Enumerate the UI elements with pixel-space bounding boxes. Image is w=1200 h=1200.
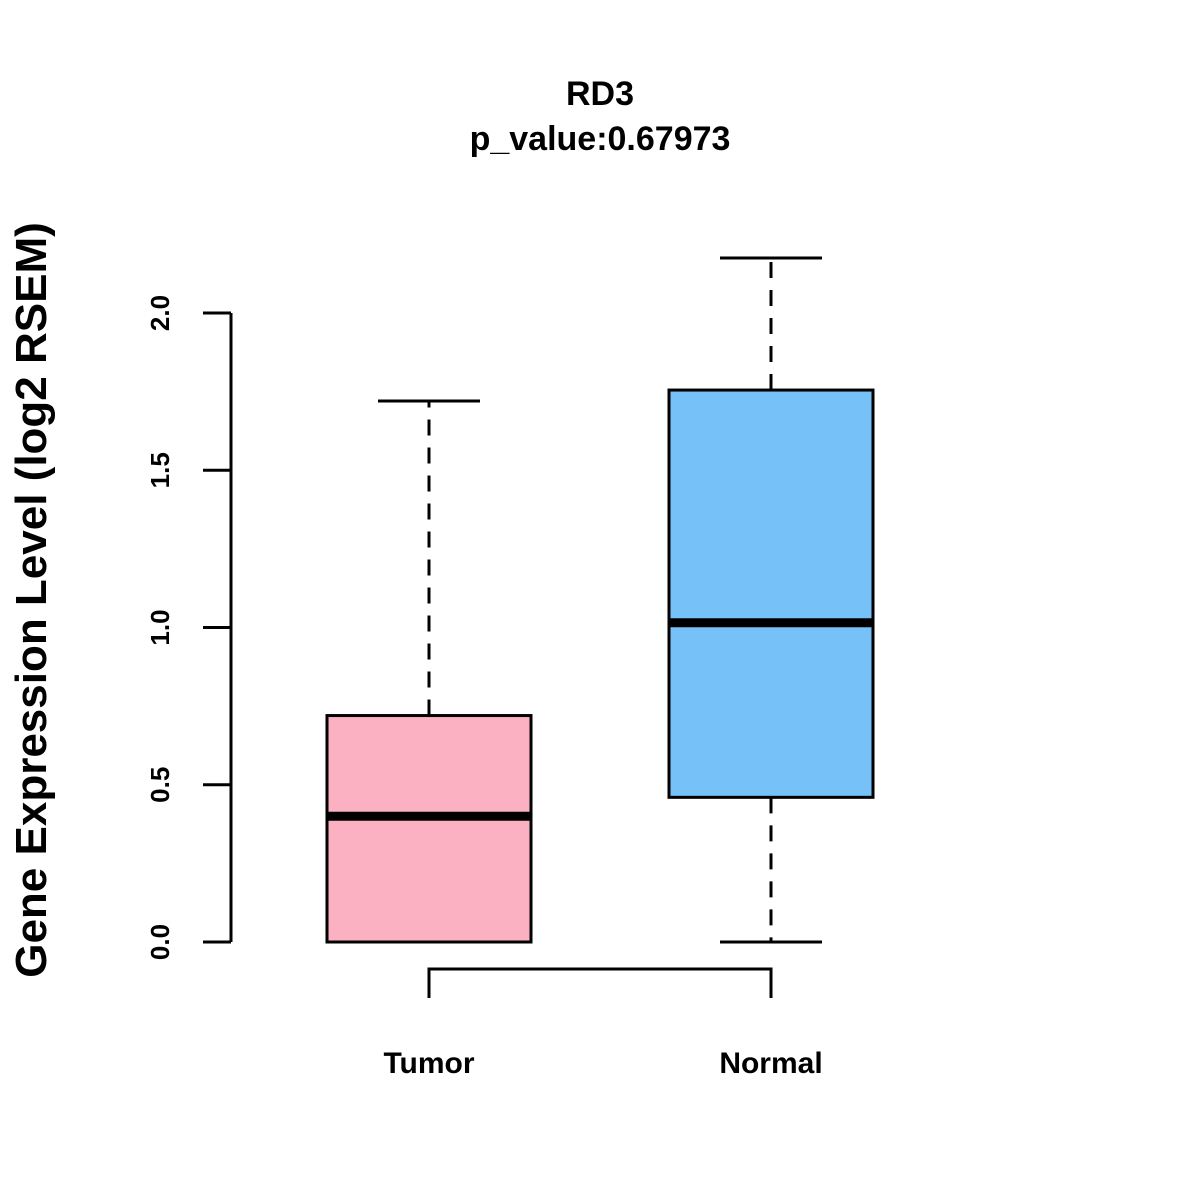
- chart-title: RD3: [566, 75, 634, 113]
- x-axis-labels: Tumor Normal: [383, 1047, 822, 1080]
- comparison-bracket: [427, 967, 773, 998]
- box-iqr: [667, 388, 875, 799]
- chart-subtitle: p_value:0.67973: [470, 120, 731, 158]
- x-label-tumor: Tumor: [383, 1047, 474, 1080]
- box-iqr: [325, 714, 533, 944]
- bracket-line: [427, 967, 773, 998]
- y-tick-label: 1.0: [145, 609, 175, 645]
- y-axis-label: Gene Expression Level (log2 RSEM): [7, 222, 56, 978]
- boxes: [325, 256, 875, 944]
- y-axis: 0.0 0.5 1.0 1.5 2.0: [145, 295, 233, 960]
- box-normal: [667, 256, 875, 944]
- y-tick-label: 1.5: [145, 452, 175, 488]
- y-tick-label: 2.0: [145, 295, 175, 331]
- x-label-normal: Normal: [719, 1047, 822, 1080]
- box-tumor: [325, 399, 533, 944]
- y-tick-label: 0.5: [145, 767, 175, 803]
- y-tick-label: 0.0: [145, 924, 175, 960]
